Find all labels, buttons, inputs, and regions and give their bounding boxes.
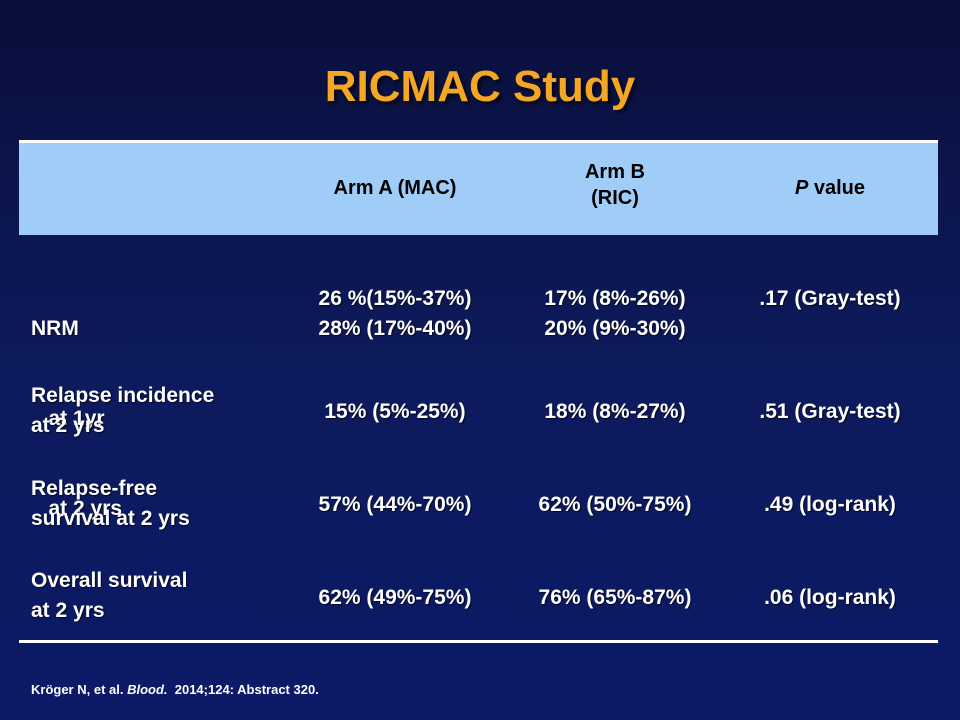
row-rfs-p: .49 (log-rank): [764, 493, 896, 516]
row-nrm-arm-a: 26 %(15%-37%) 28% (17%-40%): [290, 284, 500, 344]
citation-footnote: Kröger N, et al. Blood. 2014;124: Abstra…: [31, 682, 319, 697]
row-relapse-arm-a: 15% (5%-25%): [324, 400, 466, 423]
row-rfs-label: Relapse-free survival at 2 yrs: [31, 474, 190, 534]
row-label-line: Relapse incidence: [31, 384, 215, 407]
row-relapse-arm-b: 18% (8%-27%): [544, 400, 686, 423]
cell-line: 26 %(15%-37%): [318, 287, 472, 310]
row-relapse-p: .51 (Gray-test): [759, 400, 901, 423]
row-label-line: at 1yr: [31, 407, 105, 430]
header-p-italic: P: [794, 177, 809, 199]
row-os-p: .06 (log-rank): [764, 586, 896, 609]
citation-authors: Kröger N, et al.: [31, 682, 128, 697]
row-label-line: survival at 2 yrs: [31, 507, 190, 530]
row-label-line: Overall survival: [31, 569, 188, 592]
row-rfs-arm-a: 57% (44%-70%): [318, 493, 472, 516]
header-p-rest: value: [808, 177, 866, 199]
row-os-arm-a: 62% (49%-75%): [318, 586, 472, 609]
header-arm-b: Arm B (RIC): [510, 159, 720, 211]
cell-line: 20% (9%-30%): [544, 317, 686, 340]
row-label-line: at 2 yrs: [31, 599, 105, 622]
row-label-line: at 2 yrs: [31, 414, 105, 437]
row-label-line: Relapse-free: [31, 477, 158, 500]
cell-line: 17% (8%-26%): [544, 287, 686, 310]
row-nrm-p: .17 (Gray-test): [759, 287, 901, 310]
row-nrm-label: NRM at 1yr at 2 yrs: [31, 254, 122, 554]
header-arm-a: Arm A (MAC): [333, 177, 457, 199]
row-label-line: NRM: [31, 317, 79, 340]
table-header: [19, 143, 938, 235]
row-os-arm-b: 76% (65%-87%): [538, 586, 692, 609]
citation-journal: Blood.: [127, 682, 168, 697]
row-rfs-arm-b: 62% (50%-75%): [538, 493, 692, 516]
row-os-label: Overall survival at 2 yrs: [31, 566, 187, 626]
table-bottom-rule: [19, 640, 938, 643]
header-p-value: P value: [725, 175, 935, 201]
row-nrm-arm-b: 17% (8%-26%) 20% (9%-30%): [510, 284, 720, 344]
header-arm-b-line1: Arm B: [584, 161, 645, 183]
table-top-rule: [19, 140, 938, 143]
row-relapse-label: Relapse incidence at 2 yrs: [31, 381, 214, 441]
cell-line: 28% (17%-40%): [318, 317, 472, 340]
citation-details: 2014;124: Abstract 320.: [167, 682, 319, 697]
header-arm-b-line2: (RIC): [591, 187, 639, 209]
row-label-line: at 2 yrs: [31, 497, 123, 520]
slide-title: RICMAC Study: [324, 62, 636, 111]
